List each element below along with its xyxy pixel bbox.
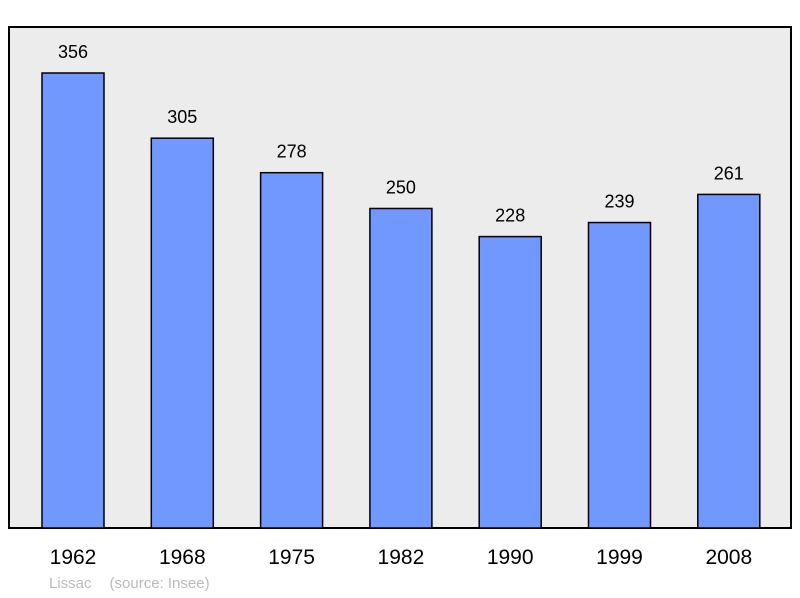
data-label-1968: 305 <box>167 107 197 127</box>
x-tick-label: 1999 <box>596 546 643 569</box>
bar-1999 <box>587 221 652 529</box>
bar-1962 <box>41 72 105 529</box>
place-name: Lissac <box>49 575 92 592</box>
x-tick-label: 1962 <box>50 546 97 569</box>
data-label-1990: 228 <box>495 206 525 226</box>
bar-1982 <box>369 207 433 529</box>
data-label-1975: 278 <box>277 142 307 162</box>
x-tick-label: 1990 <box>487 546 534 569</box>
bar-1990 <box>478 235 542 529</box>
data-label-1999: 239 <box>604 192 634 212</box>
bar-1975 <box>259 171 324 529</box>
data-label-2008: 261 <box>714 163 744 183</box>
data-label-1982: 250 <box>386 177 416 197</box>
x-tick-label: 1975 <box>268 546 315 569</box>
x-tick-label: 2008 <box>705 546 752 569</box>
bar-1968 <box>150 137 215 529</box>
bar-2008 <box>697 193 761 529</box>
source-note: (source: Insee) <box>109 575 210 592</box>
x-tick-label: 1982 <box>378 546 425 569</box>
x-tick-label: 1968 <box>159 546 206 569</box>
footer: Lissac (source: Insee) <box>49 575 228 592</box>
data-label-1962: 356 <box>58 42 88 62</box>
